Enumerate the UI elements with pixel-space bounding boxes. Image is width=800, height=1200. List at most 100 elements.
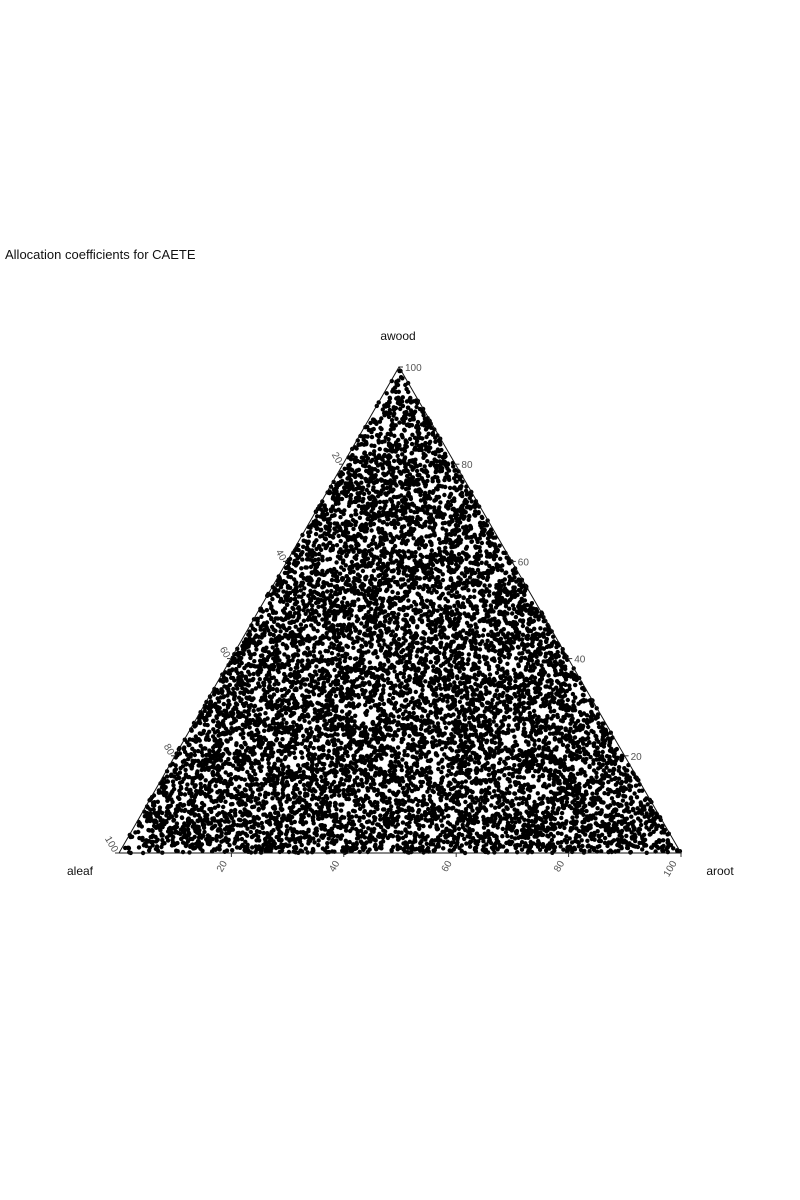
data-point [445, 599, 451, 604]
data-point [325, 841, 330, 846]
data-point [552, 708, 557, 714]
data-point [401, 674, 406, 680]
data-point [382, 642, 387, 647]
data-point [311, 836, 316, 841]
data-point [356, 788, 361, 793]
data-point [256, 672, 261, 677]
data-point [446, 468, 452, 473]
data-point [605, 843, 610, 849]
data-point [534, 717, 540, 722]
data-point [410, 696, 415, 701]
data-point [555, 831, 561, 836]
data-point [483, 715, 488, 720]
data-point [362, 548, 368, 553]
data-point [290, 829, 295, 834]
data-point [424, 652, 429, 658]
data-point [360, 568, 366, 574]
data-point [295, 658, 301, 664]
data-point [304, 565, 309, 570]
data-point [265, 716, 270, 721]
data-point [440, 526, 445, 531]
data-point [262, 728, 267, 733]
data-point [506, 727, 511, 732]
data-point [632, 791, 637, 796]
data-point [365, 788, 371, 793]
data-point [314, 514, 320, 519]
data-point [393, 764, 398, 769]
data-point [395, 745, 401, 750]
data-point [332, 823, 337, 828]
data-point [263, 737, 269, 742]
data-point [554, 747, 559, 752]
data-point [504, 840, 509, 846]
data-point [344, 704, 349, 709]
data-point [387, 796, 392, 801]
data-point [174, 821, 180, 826]
data-point [450, 765, 455, 770]
data-point [403, 808, 408, 813]
data-point [489, 701, 494, 706]
data-point [196, 839, 202, 844]
data-point [515, 726, 520, 731]
data-point [430, 476, 435, 481]
data-point [464, 556, 469, 562]
data-point [602, 840, 608, 845]
data-point [469, 571, 474, 576]
data-point [478, 803, 483, 808]
data-point [486, 648, 491, 653]
data-point [316, 842, 321, 848]
data-point [326, 748, 332, 754]
data-point [449, 771, 454, 777]
data-point [270, 686, 276, 692]
data-point [337, 571, 343, 576]
data-point [491, 765, 496, 770]
data-point [399, 533, 404, 539]
data-point [503, 745, 508, 750]
data-point [505, 833, 510, 839]
data-point [297, 779, 303, 785]
data-point [506, 790, 511, 795]
data-point [316, 557, 321, 562]
data-point [425, 478, 430, 484]
data-point [430, 450, 436, 456]
data-point [258, 666, 263, 671]
data-point [283, 832, 289, 837]
data-point [558, 739, 564, 744]
data-point [446, 768, 452, 773]
data-point [348, 570, 353, 575]
data-point [506, 723, 511, 728]
data-point [437, 696, 442, 702]
data-point [459, 843, 464, 848]
data-point [312, 645, 317, 650]
data-point [546, 673, 551, 678]
data-point [209, 788, 214, 793]
data-point [400, 395, 405, 400]
data-point [587, 763, 592, 769]
data-point [229, 808, 234, 814]
data-point [405, 753, 410, 758]
data-point [567, 804, 572, 809]
data-point [346, 792, 352, 797]
data-point [291, 750, 297, 755]
data-point [316, 613, 322, 618]
data-point [281, 717, 286, 722]
data-point [267, 688, 272, 693]
data-point [372, 630, 377, 636]
data-point [560, 742, 566, 747]
data-point [459, 848, 464, 854]
data-point [240, 727, 245, 732]
data-point [487, 672, 493, 677]
data-point [579, 838, 584, 843]
data-point [331, 490, 336, 496]
data-point [375, 489, 380, 495]
data-point [401, 841, 406, 846]
data-point [581, 800, 586, 805]
data-point [541, 669, 547, 674]
data-point [259, 614, 264, 619]
data-point [243, 788, 248, 793]
data-point [334, 674, 339, 679]
data-point [351, 640, 356, 646]
data-point [281, 599, 286, 604]
data-point [284, 824, 289, 829]
data-point [377, 518, 382, 523]
